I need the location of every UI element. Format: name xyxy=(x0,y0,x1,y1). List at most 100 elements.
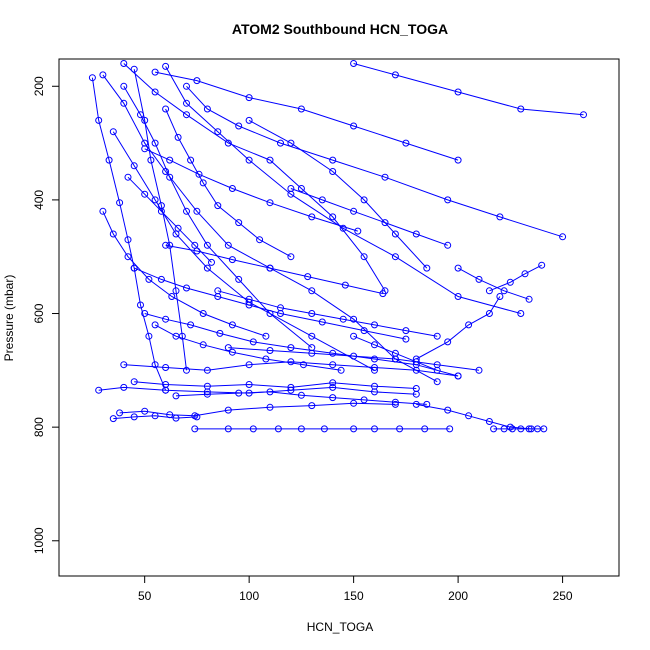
data-point xyxy=(262,355,270,363)
data-point xyxy=(228,348,236,356)
y-tick-label: 1000 xyxy=(32,527,46,554)
data-point xyxy=(235,122,243,130)
data-point xyxy=(559,233,567,241)
data-point xyxy=(350,425,358,433)
series-2 xyxy=(162,62,525,317)
data-point xyxy=(475,275,483,283)
data-point xyxy=(141,407,149,415)
data-point xyxy=(183,366,190,374)
data-point xyxy=(130,413,138,421)
data-point xyxy=(245,295,253,303)
data-point xyxy=(277,139,284,147)
data-point xyxy=(183,284,190,292)
data-point xyxy=(540,425,548,433)
data-point xyxy=(454,88,462,96)
chart-title: ATOM2 Southbound HCN_TOGA xyxy=(232,21,448,37)
data-point xyxy=(318,318,326,326)
data-point xyxy=(329,156,337,164)
series-line xyxy=(416,296,501,360)
data-point xyxy=(235,219,243,227)
data-point xyxy=(137,301,144,309)
data-point xyxy=(172,287,180,295)
data-point xyxy=(224,406,232,414)
data-point xyxy=(228,185,236,192)
series-21 xyxy=(490,425,548,433)
series-line xyxy=(489,264,542,292)
data-point xyxy=(371,341,378,349)
series-line xyxy=(112,131,375,371)
data-point xyxy=(318,196,326,204)
data-point xyxy=(116,409,124,417)
data-point xyxy=(412,385,420,392)
data-point xyxy=(224,241,232,249)
data-point xyxy=(130,65,138,73)
data-point xyxy=(308,332,316,340)
data-point xyxy=(99,207,107,215)
data-point xyxy=(262,332,270,340)
data-point xyxy=(199,341,207,349)
series-line xyxy=(457,267,530,300)
series-8 xyxy=(151,68,462,164)
data-point xyxy=(517,310,525,317)
data-point xyxy=(454,372,462,380)
data-point xyxy=(517,105,525,113)
data-point xyxy=(485,418,493,425)
data-point xyxy=(412,366,420,374)
data-point xyxy=(297,425,305,433)
data-point xyxy=(235,389,243,397)
data-point xyxy=(249,425,257,433)
data-point xyxy=(162,381,170,388)
data-point xyxy=(214,287,222,295)
data-point xyxy=(454,293,462,300)
data-point xyxy=(145,332,153,340)
data-point xyxy=(214,202,222,210)
data-point xyxy=(137,111,144,119)
data-point xyxy=(228,321,236,329)
data-point xyxy=(423,400,431,408)
data-point xyxy=(183,99,190,107)
data-point xyxy=(157,275,165,283)
data-point xyxy=(224,344,232,352)
data-point xyxy=(199,310,207,317)
data-point xyxy=(329,168,337,175)
series-10 xyxy=(245,116,431,272)
data-point xyxy=(350,352,358,360)
series-18 xyxy=(116,399,399,420)
data-point xyxy=(266,388,274,396)
data-point xyxy=(130,264,138,272)
data-point xyxy=(329,349,337,357)
data-point xyxy=(245,94,253,102)
series-34 xyxy=(485,261,546,295)
data-point xyxy=(297,391,305,399)
data-point xyxy=(109,230,117,238)
data-point xyxy=(224,425,232,433)
data-point xyxy=(287,358,295,366)
data-point xyxy=(465,412,473,420)
series-7 xyxy=(350,60,587,119)
data-point xyxy=(339,224,347,232)
data-point xyxy=(500,287,508,295)
data-point xyxy=(391,400,399,408)
data-point xyxy=(454,264,462,272)
data-point xyxy=(506,423,514,431)
data-point xyxy=(446,425,454,433)
data-point xyxy=(308,213,316,221)
data-point xyxy=(191,241,199,249)
data-point xyxy=(580,111,587,119)
series-22 xyxy=(412,400,535,433)
data-point xyxy=(287,344,295,352)
data-point xyxy=(266,347,274,354)
data-point xyxy=(157,207,165,215)
x-axis-label: HCN_TOGA xyxy=(307,620,373,634)
data-point xyxy=(379,290,387,298)
data-point xyxy=(174,133,182,141)
data-point xyxy=(151,361,159,369)
data-point xyxy=(130,162,138,170)
series-line xyxy=(144,148,358,232)
data-point xyxy=(508,425,516,433)
data-point xyxy=(116,199,124,207)
data-point xyxy=(120,361,128,369)
series-line xyxy=(102,211,267,337)
data-point xyxy=(391,253,399,261)
